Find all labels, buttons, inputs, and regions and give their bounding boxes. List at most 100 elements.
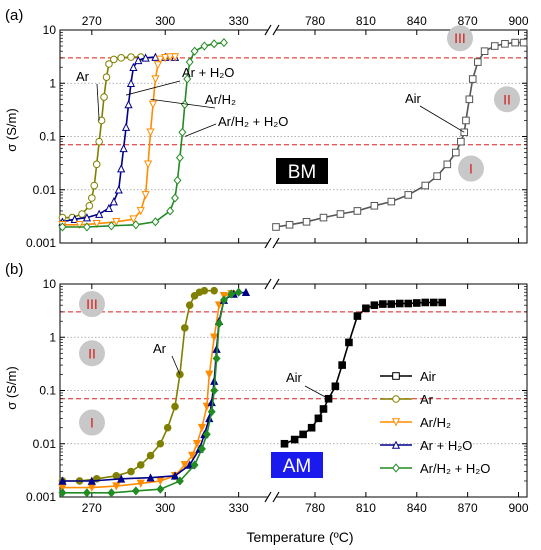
data-point [58,476,67,485]
series-line [284,301,443,445]
data-point [97,116,106,125]
data-point [412,299,421,307]
data-point [212,353,221,364]
axis-break-mark [272,278,280,290]
axis-break-gap [268,492,276,502]
x-tick-label: 810 [356,501,376,515]
panel-a-ylabel: σ (S/m) [4,108,19,151]
legend-marker [391,418,401,427]
y-tick-label: 0.01 [33,183,57,197]
y-tick-label: 0.001 [26,490,56,504]
data-point [136,461,145,469]
legend-marker [391,440,401,449]
data-point [387,300,396,308]
data-point [490,42,499,50]
series-line [62,293,232,489]
annotation-leader [419,105,465,133]
data-point [163,423,172,432]
axis-break-mark [264,237,272,249]
data-point [170,471,180,480]
data-point [404,299,413,308]
regime-label: III [86,296,98,312]
annotation-label: Air [286,370,303,385]
data-point [353,312,362,320]
x-tick-label: 840 [407,501,427,515]
series-ar-h- [58,53,180,230]
data-point [107,221,116,231]
data-point [136,207,145,216]
data-point [210,39,219,49]
legend-marker [392,372,400,380]
data-point [148,100,158,109]
data-point [474,58,482,66]
data-point [190,46,199,56]
data-point [127,53,135,61]
data-point [141,53,150,62]
data-point [124,100,133,109]
data-point [114,185,123,194]
data-point [58,488,67,498]
regime-label: I [90,415,94,431]
data-point [207,397,216,407]
data-point [134,55,143,65]
data-point [146,128,155,137]
annotation-leader [96,83,100,121]
y-tick-label: 0.001 [26,236,56,250]
data-point [110,55,118,64]
data-point [112,218,121,227]
x-tick-label: 330 [229,14,249,28]
x-tick-label: 870 [458,14,478,28]
data-point [234,287,243,297]
data-point [200,286,209,295]
data-point [210,333,219,342]
x-tick-label: 840 [407,14,427,28]
annotation-label: Ar [76,69,90,84]
data-point [92,219,101,229]
data-point [166,206,175,216]
annotation-label: Air [405,91,422,106]
annotation-label: Ar/H₂ [205,92,236,107]
data-point [205,370,214,379]
data-point [171,402,179,411]
regime-circle [447,25,473,52]
legend-marker [392,395,400,403]
data-point [166,53,175,62]
data-point [353,207,362,215]
y-tick-label: 0.01 [33,437,57,451]
series-line [62,291,239,494]
data-point [105,60,113,68]
data-point [185,57,194,67]
data-point [379,300,387,308]
data-point [121,122,131,131]
annotation-leader [171,355,181,375]
data-point [126,78,136,88]
regime-circle [458,155,484,182]
legend-label: Ar/H₂ + H₂O [420,461,490,476]
series-line [62,56,141,219]
data-point [468,75,477,83]
data-point [112,472,121,480]
x-tick-label: 270 [82,501,102,515]
data-point [219,38,228,48]
data-point [302,218,311,226]
data-point [173,175,182,185]
data-point [92,160,101,169]
x-tick-label: 270 [82,14,102,28]
series-ar-h-h-o [58,287,243,498]
panel-b: 0.001 0.01 0.1 1 10 270 300 330 780 810 840 870 900 (… [5,261,529,515]
data-point [319,213,328,222]
data-point [117,164,126,173]
data-point [175,153,184,163]
axis-break-gap [268,279,276,289]
data-point [87,476,96,485]
x-tick-label: 330 [229,501,249,515]
data-point [180,99,189,110]
data-point [143,160,153,169]
data-point [75,220,84,230]
data-point [58,222,67,232]
data-point [119,143,128,153]
data-point [100,93,108,101]
data-point [127,467,135,476]
axis-break-mark [272,237,280,249]
axis-break-gap [268,238,276,248]
